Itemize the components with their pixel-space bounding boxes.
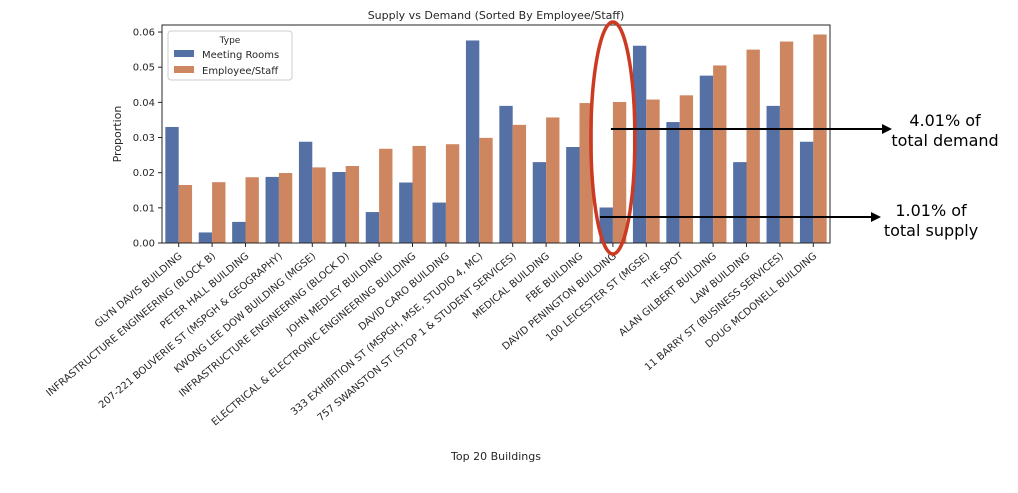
bar-employee-staff-16 (713, 65, 727, 243)
bar-meeting-rooms-16 (699, 75, 714, 243)
bar-meeting-rooms-8 (432, 202, 446, 243)
bar-meeting-rooms-10 (499, 105, 513, 244)
bar-meeting-rooms-3 (265, 176, 279, 243)
bar-meeting-rooms-9 (465, 40, 480, 243)
y-axis-label: Proportion (111, 106, 124, 163)
legend: Type Meeting Rooms Employee/Staff (167, 30, 293, 81)
legend-label-meeting-rooms: Meeting Rooms (202, 50, 279, 61)
annotation-demand-line2: total demand (891, 131, 998, 150)
bar-meeting-rooms-17 (733, 162, 747, 243)
chart-title: Supply vs Demand (Sorted By Employee/Sta… (368, 9, 625, 22)
x-tick-label: FBE BUILDING (524, 251, 585, 305)
bar-meeting-rooms-19 (799, 141, 814, 243)
bar-employee-staff-6 (379, 148, 393, 243)
x-tick-label: LAW BUILDING (689, 251, 753, 307)
bar-employee-staff-7 (412, 145, 426, 243)
legend-label-employee-staff: Employee/Staff (202, 66, 279, 77)
bar-meeting-rooms-0 (165, 126, 179, 243)
bar-meeting-rooms-11 (532, 162, 547, 243)
bar-employee-staff-0 (178, 184, 193, 243)
bar-meeting-rooms-18 (766, 105, 780, 244)
legend-swatch-meeting-rooms (174, 50, 194, 57)
legend-title: Type (219, 36, 241, 46)
x-axis-label: Top 20 Buildings (450, 450, 541, 463)
legend-swatch-employee-staff (174, 66, 194, 73)
y-tick-label: 0.04 (133, 98, 155, 109)
bar-meeting-rooms-12 (566, 147, 580, 243)
bar-meeting-rooms-4 (298, 141, 313, 243)
bar-employee-staff-8 (445, 144, 460, 243)
bar-employee-staff-10 (512, 124, 527, 243)
annotation-supply-line1: 1.01% of (895, 201, 967, 220)
bar-meeting-rooms-15 (666, 122, 680, 243)
bar-meeting-rooms-6 (365, 212, 380, 243)
bars-layer (165, 34, 827, 244)
highlight-ellipse (589, 20, 637, 256)
bar-employee-staff-5 (345, 166, 360, 243)
bar-employee-staff-4 (312, 167, 326, 243)
bar-employee-staff-1 (212, 182, 226, 243)
bar-employee-staff-3 (278, 173, 293, 243)
y-tick-label: 0.00 (133, 239, 155, 250)
bar-meeting-rooms-14 (632, 45, 647, 243)
bar-employee-staff-13 (612, 102, 627, 243)
bar-employee-staff-2 (245, 177, 259, 243)
bar-employee-staff-9 (479, 137, 493, 243)
y-tick-label: 0.03 (133, 133, 155, 144)
annotation-supply-line2: total supply (884, 221, 978, 240)
y-tick-label: 0.01 (133, 203, 155, 214)
y-tick-label: 0.06 (133, 28, 155, 39)
bar-meeting-rooms-7 (399, 182, 413, 243)
bar-employee-staff-11 (546, 117, 560, 243)
bar-employee-staff-18 (779, 41, 794, 243)
y-axis: 0.00 0.01 0.02 0.03 0.04 0.05 0.06 (133, 28, 162, 250)
y-tick-label: 0.02 (133, 168, 155, 179)
bar-employee-staff-14 (646, 99, 660, 243)
bar-meeting-rooms-1 (198, 232, 213, 243)
bar-meeting-rooms-5 (332, 171, 346, 243)
bar-employee-staff-15 (679, 95, 694, 243)
bar-employee-staff-17 (746, 49, 760, 243)
bar-meeting-rooms-2 (232, 221, 246, 243)
plot-frame (161, 24, 831, 244)
legend-frame (167, 30, 293, 81)
y-tick-label: 0.05 (133, 63, 155, 74)
annotation-demand-line1: 4.01% of (909, 111, 981, 130)
bar-employee-staff-19 (813, 34, 827, 243)
